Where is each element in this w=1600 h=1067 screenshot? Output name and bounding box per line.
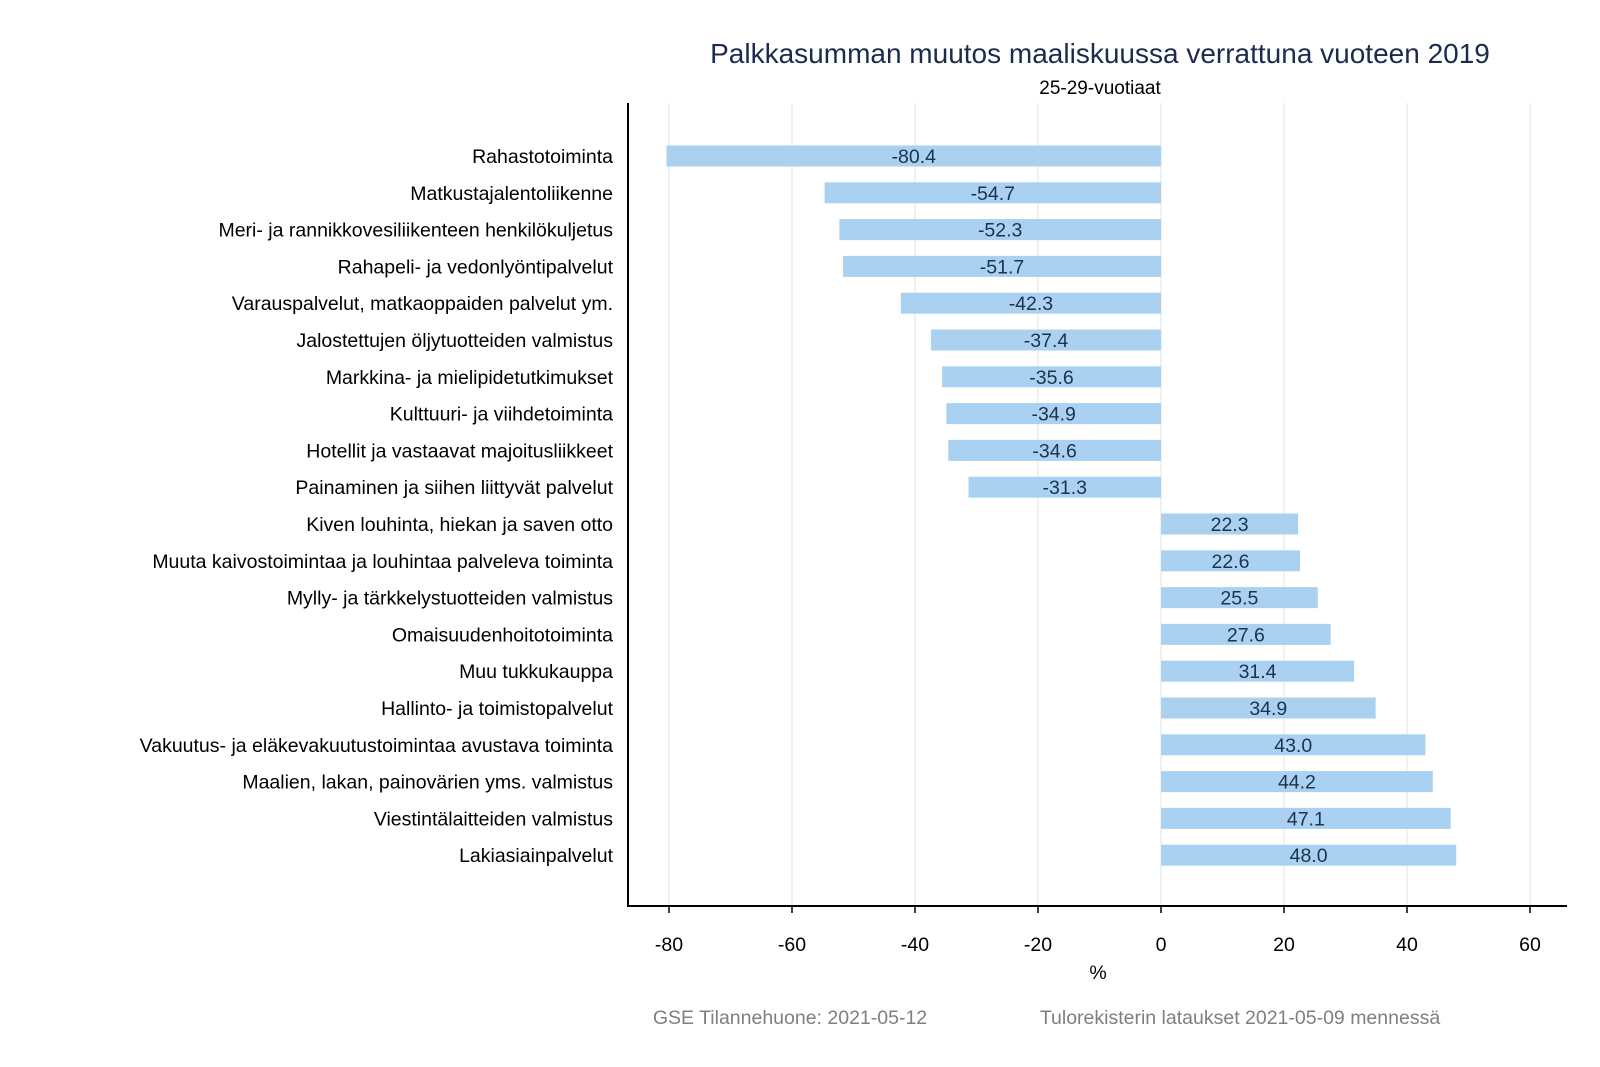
bar-value-label: 31.4: [1239, 661, 1277, 683]
bar-value-label: 22.6: [1212, 551, 1250, 573]
bar-value-label: -42.3: [1009, 293, 1053, 315]
chart-title: Palkkasumman muutos maaliskuussa verratt…: [710, 38, 1490, 69]
category-label: Mylly- ja tärkkelystuotteiden valmistus: [287, 588, 613, 610]
category-label: Kulttuuri- ja viihdetoiminta: [390, 404, 613, 426]
bar-value-label: -35.6: [1029, 367, 1073, 389]
bar-value-label: 34.9: [1249, 698, 1287, 720]
value-labels: -80.4 -54.7 -52.3 -51.7 -42.3 -37.4 -35.6 -34.9…: [892, 146, 1328, 867]
source-note-right: Tulorekisterin lataukset 2021-05-09 menn…: [1040, 1007, 1440, 1029]
bar-value-label: -37.4: [1024, 330, 1069, 352]
bar-value-label: -31.3: [1043, 477, 1087, 499]
bar: [839, 219, 1161, 241]
x-axis-ticks: -80 -60 -40 -20 0 20 40 60: [655, 906, 1541, 956]
category-label: Varauspalvelut, matkaoppaiden palvelut y…: [232, 293, 613, 315]
bar-value-label: -34.6: [1032, 440, 1076, 462]
bar: [1161, 807, 1451, 829]
x-tick-label: -60: [778, 934, 806, 956]
source-note-left: GSE Tilannehuone: 2021-05-12: [653, 1007, 927, 1029]
bar-value-label: 22.3: [1211, 514, 1249, 536]
category-label: Muuta kaivostoimintaa ja louhintaa palve…: [152, 551, 613, 573]
bar-value-label: 25.5: [1220, 588, 1258, 610]
category-labels: Rahastotoiminta Matkustajalentoliikenne Me…: [140, 146, 614, 867]
category-label: Meri- ja rannikkovesiliikenteen henkilök…: [218, 220, 613, 242]
bar: [824, 182, 1161, 204]
x-axis-title: %: [1089, 962, 1106, 984]
bar: [1161, 623, 1331, 645]
bar: [1161, 550, 1300, 572]
bar: [968, 476, 1161, 498]
bars: [666, 145, 1457, 866]
category-label: Hotellit ja vastaavat majoitusliikkeet: [306, 440, 613, 462]
category-label: Kiven louhinta, hiekan ja saven otto: [306, 514, 613, 536]
bar-value-label: -52.3: [978, 220, 1022, 242]
category-label: Rahastotoiminta: [472, 146, 613, 168]
category-label: Maalien, lakan, painovärien yms. valmist…: [242, 772, 613, 794]
bar-value-label: -80.4: [892, 146, 937, 168]
bar: [1161, 697, 1376, 719]
x-tick-label: 20: [1273, 934, 1295, 956]
bar-value-label: -54.7: [971, 183, 1015, 205]
category-label: Omaisuudenhoitotoiminta: [392, 624, 613, 646]
category-label: Rahapeli- ja vedonlyöntipalvelut: [338, 256, 614, 278]
bar-value-label: 27.6: [1227, 624, 1265, 646]
x-tick-label: 60: [1519, 934, 1541, 956]
chart-subtitle: 25-29-vuotiaat: [1039, 78, 1161, 99]
x-tick-label: 0: [1156, 934, 1167, 956]
category-label: Markkina- ja mielipidetutkimukset: [326, 367, 614, 389]
bar: [1161, 771, 1433, 793]
bar: [1161, 660, 1355, 682]
bar: [948, 439, 1161, 461]
bar-value-label: 44.2: [1278, 772, 1316, 794]
bar-value-label: 48.0: [1290, 845, 1328, 867]
bar: [1161, 844, 1457, 866]
x-tick-label: -20: [1024, 934, 1052, 956]
bar: [900, 292, 1161, 314]
bar-value-label: -34.9: [1031, 404, 1075, 426]
bar: [946, 403, 1161, 425]
category-label: Lakiasiainpalvelut: [459, 845, 614, 867]
bar-value-label: 43.0: [1274, 735, 1312, 757]
category-label: Painaminen ja siihen liittyvät palvelut: [295, 477, 613, 499]
bar: [942, 366, 1161, 388]
bar-value-label: -51.7: [980, 256, 1024, 278]
category-label: Viestintälaitteiden valmistus: [374, 808, 613, 830]
bar: [666, 145, 1161, 167]
bar: [1161, 734, 1426, 756]
category-label: Muu tukkukauppa: [459, 661, 613, 683]
bar: [930, 329, 1161, 351]
x-tick-label: -40: [901, 934, 929, 956]
category-label: Matkustajalentoliikenne: [410, 183, 613, 205]
bar-value-label: 47.1: [1287, 808, 1325, 830]
x-tick-label: 40: [1396, 934, 1418, 956]
bar: [843, 255, 1161, 277]
bar: [1161, 587, 1318, 609]
category-label: Jalostettujen öljytuotteiden valmistus: [296, 330, 613, 352]
x-tick-label: -80: [655, 934, 683, 956]
category-label: Hallinto- ja toimistopalvelut: [381, 698, 614, 720]
bar: [1161, 513, 1299, 535]
category-label: Vakuutus- ja eläkevakuutustoimintaa avus…: [140, 735, 613, 757]
